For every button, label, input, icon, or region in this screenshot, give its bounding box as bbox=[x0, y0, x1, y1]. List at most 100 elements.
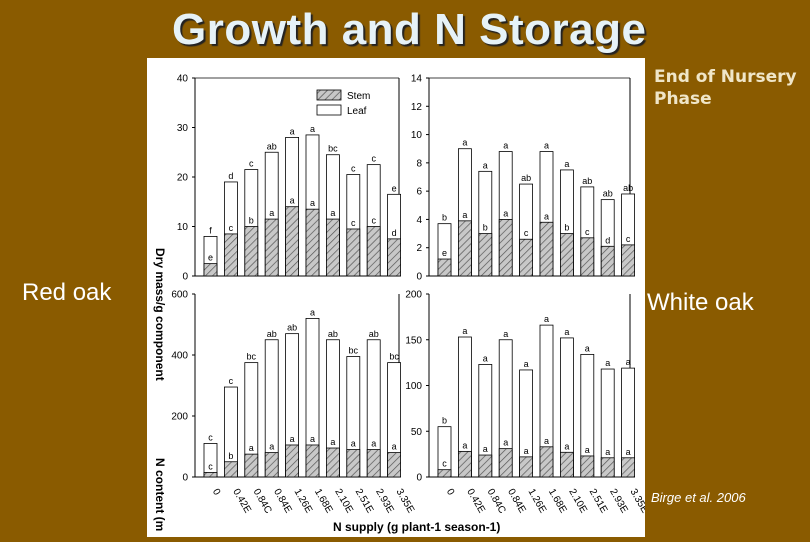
leaf-significance-label: a bbox=[483, 353, 488, 363]
stem-significance-label: a bbox=[351, 439, 356, 449]
stem-significance-label: a bbox=[503, 208, 508, 218]
leaf-significance-label: a bbox=[564, 159, 569, 169]
stem-bar bbox=[224, 233, 238, 277]
x-tick-label: 0.84C bbox=[251, 487, 274, 516]
stem-bar bbox=[621, 457, 636, 478]
leaf-significance-label: d bbox=[228, 171, 233, 181]
stem-bar bbox=[244, 226, 259, 277]
stem-significance-label: c bbox=[208, 461, 213, 471]
y-tick-label: 14 bbox=[411, 74, 423, 85]
stem-significance-label: a bbox=[310, 198, 315, 208]
stem-significance-label: a bbox=[483, 444, 488, 454]
stem-significance-label: a bbox=[462, 210, 467, 220]
stem-significance-label: a bbox=[310, 434, 315, 444]
leaf-significance-label: ab bbox=[603, 189, 613, 199]
y-tick-label: 6 bbox=[416, 187, 422, 198]
leaf-significance-label: a bbox=[503, 141, 508, 151]
y-tick-label: 600 bbox=[171, 290, 188, 301]
stem-significance-label: a bbox=[544, 436, 549, 446]
stem-bar bbox=[559, 233, 574, 277]
y-tick-label: 150 bbox=[405, 335, 422, 346]
stem-significance-label: c bbox=[351, 218, 356, 228]
x-tick-label: 0 bbox=[444, 487, 457, 498]
stem-significance-label: a bbox=[371, 439, 376, 449]
y-tick-label: 0 bbox=[182, 473, 188, 484]
leaf-significance-label: a bbox=[544, 141, 549, 151]
stem-bar bbox=[600, 245, 615, 277]
stem-bar bbox=[580, 455, 595, 478]
x-tick-label: 0 bbox=[210, 487, 223, 498]
leaf-significance-label: f bbox=[209, 225, 212, 235]
stem-bar bbox=[325, 447, 340, 478]
y-tick-label: 100 bbox=[405, 381, 422, 392]
y-tick-label: 12 bbox=[411, 102, 423, 113]
y-tick-label: 8 bbox=[416, 158, 422, 169]
x-tick-label: 0.42E bbox=[230, 487, 253, 515]
stem-significance-label: c bbox=[229, 223, 234, 233]
y-tick-label: 40 bbox=[177, 74, 189, 85]
leaf-significance-label: a bbox=[524, 359, 529, 369]
stem-bar bbox=[457, 450, 472, 478]
leaf-bar bbox=[203, 443, 218, 478]
stem-significance-label: a bbox=[330, 437, 335, 447]
leaf-significance-label: a bbox=[626, 357, 631, 367]
stem-significance-label: a bbox=[605, 447, 610, 457]
leaf-significance-label: ab bbox=[287, 323, 297, 333]
stem-significance-label: a bbox=[524, 446, 529, 456]
stem-bar bbox=[539, 446, 554, 478]
phase-label: End of Nursery Phase bbox=[654, 67, 797, 109]
stem-bar bbox=[203, 263, 218, 277]
stem-bar bbox=[519, 456, 534, 478]
stem-significance-label: a bbox=[269, 208, 274, 218]
stem-bar bbox=[559, 451, 574, 478]
y-tick-label: 0 bbox=[416, 272, 422, 283]
species-label-red-oak: Red oak bbox=[22, 279, 112, 306]
citation: Birge et al. 2006 bbox=[651, 490, 746, 505]
stem-significance-label: b bbox=[228, 451, 233, 461]
stem-significance-label: c bbox=[585, 227, 590, 237]
leaf-significance-label: a bbox=[462, 326, 467, 336]
leaf-significance-label: c bbox=[229, 376, 234, 386]
stem-bar bbox=[478, 233, 493, 277]
stem-bar bbox=[580, 237, 595, 277]
stem-bar bbox=[366, 226, 381, 277]
slide-title: Growth and N Storage bbox=[172, 5, 647, 54]
y-tick-label: 400 bbox=[171, 351, 188, 362]
leaf-significance-label: a bbox=[310, 307, 315, 317]
leaf-significance-label: a bbox=[605, 358, 610, 368]
stem-bar bbox=[519, 238, 534, 277]
stem-bar bbox=[387, 238, 402, 277]
stem-bar bbox=[224, 461, 238, 478]
leaf-significance-label: b bbox=[442, 416, 447, 426]
y-axis-title-dry-mass: Dry mass/g component bbox=[153, 248, 167, 381]
y-tick-label: 10 bbox=[177, 222, 189, 233]
leaf-significance-label: bc bbox=[389, 352, 399, 362]
stem-significance-label: a bbox=[290, 434, 295, 444]
y-tick-label: 20 bbox=[177, 173, 189, 184]
x-tick-label: 2.93E bbox=[607, 487, 630, 515]
leaf-significance-label: c bbox=[351, 164, 356, 174]
leaf-significance-label: a bbox=[310, 124, 315, 134]
leaf-significance-label: ab bbox=[267, 141, 277, 151]
leaf-significance-label: ab bbox=[623, 183, 633, 193]
stem-bar bbox=[285, 444, 300, 478]
stem-bar bbox=[366, 449, 381, 478]
stem-bar bbox=[285, 206, 300, 277]
figure-svg: 010203040fedccbabaaaaabcacccced024681012… bbox=[153, 74, 650, 535]
stem-significance-label: e bbox=[442, 248, 447, 258]
stem-significance-label: b bbox=[564, 223, 569, 233]
stem-significance-label: a bbox=[503, 438, 508, 448]
y-tick-label: 200 bbox=[405, 290, 422, 301]
leaf-significance-label: c bbox=[208, 432, 213, 442]
stem-significance-label: a bbox=[249, 443, 254, 453]
stem-bar bbox=[203, 472, 218, 478]
stem-significance-label: a bbox=[392, 442, 397, 452]
stem-significance-label: c bbox=[442, 459, 447, 469]
stem-significance-label: a bbox=[564, 441, 569, 451]
stem-significance-label: a bbox=[290, 196, 295, 206]
stem-significance-label: b bbox=[483, 223, 488, 233]
leaf-significance-label: b bbox=[442, 213, 447, 223]
stem-bar bbox=[539, 221, 554, 277]
y-tick-label: 0 bbox=[416, 473, 422, 484]
